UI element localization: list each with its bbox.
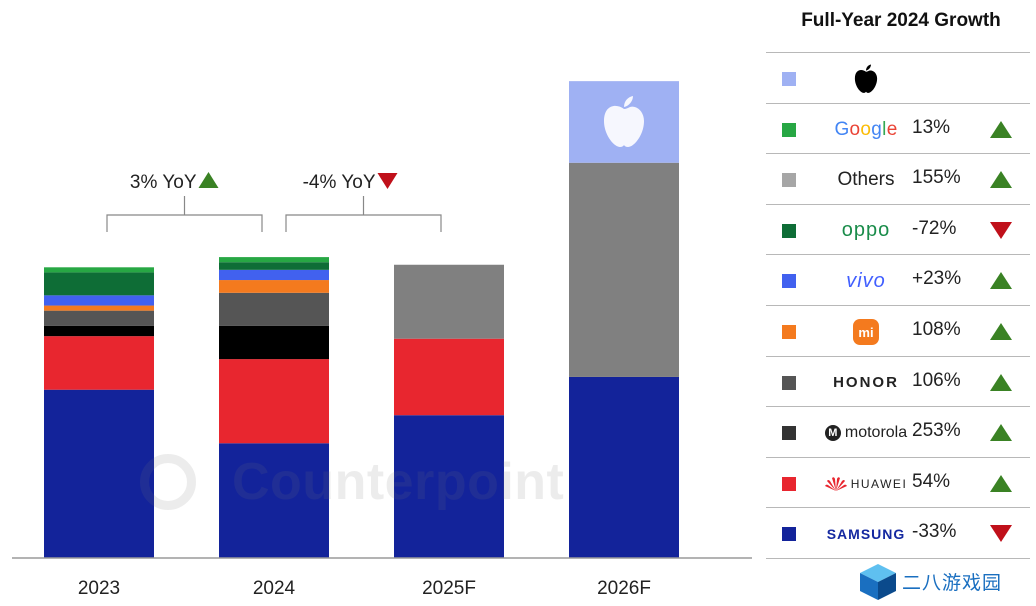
legend-swatch-vivo: [782, 274, 796, 289]
apple-logo-icon: [604, 95, 644, 147]
site-watermark: 二八游戏园: [858, 560, 1034, 604]
legend-growth-value-samsung: -33%: [912, 521, 957, 543]
yoy-label: 3% YoY: [130, 172, 197, 193]
bar-segment-others-2026f: [569, 162, 679, 377]
legend-swatch-honor: [782, 375, 796, 390]
legend-growth-value-motorola: 253%: [912, 420, 961, 442]
yoy-annotation-1: 3% YoY: [106, 172, 263, 232]
legend-growth-value-honor: 106%: [912, 369, 961, 391]
legend-brand-google: Google: [834, 118, 898, 140]
bar-segment-samsung-2026f: [569, 376, 679, 558]
up-arrow-icon: [990, 424, 1012, 442]
legend-growth-value-others: 155%: [912, 167, 961, 189]
bar-segment-others-2025f: [394, 264, 504, 339]
legend-brand-samsung: SAMSUNG: [826, 526, 906, 543]
legend-row-oppo: oppo -72%: [766, 203, 1030, 255]
legend-swatch-google: [782, 122, 796, 137]
legend-brand-others: Others: [837, 169, 895, 191]
legend-swatch-apple: [782, 72, 796, 86]
bar-segment-oppo-2023: [44, 272, 154, 296]
bar-segment-samsung-2023: [44, 389, 154, 558]
bar-segment-google-2023: [44, 267, 154, 273]
x-tick-label-2024: 2024: [253, 578, 296, 599]
legend-swatch-mi: [782, 325, 796, 339]
legend-growth-value-oppo: -72%: [912, 217, 957, 239]
bar-segment-vivo-2024: [219, 269, 329, 281]
legend-row-honor: HONOR 106%: [766, 355, 1030, 407]
up-arrow-icon: [990, 373, 1012, 391]
site-watermark-text: 二八游戏园: [902, 572, 1003, 594]
legend-brand-oppo: oppo: [841, 219, 891, 242]
legend-brand-mi: mi: [810, 318, 922, 346]
bar-segment-huawei-2025f: [394, 338, 504, 416]
apple-logo-icon: [854, 64, 878, 93]
legend-growth-value-vivo: +23%: [912, 268, 962, 290]
mi-logo-icon: mi: [853, 319, 879, 345]
up-arrow-icon: [990, 120, 1012, 138]
bar-segment-samsung-2025f: [394, 415, 504, 558]
motorola-logo-icon: M: [824, 425, 841, 442]
up-arrow-icon: [990, 272, 1012, 290]
legend-brand-huawei: HUAWEI: [810, 470, 922, 498]
legend-row-huawei: HUAWEI 54%: [766, 456, 1030, 508]
bar-segment-google-2024: [219, 257, 329, 263]
legend-swatch-motorola: [782, 426, 796, 441]
legend-growth-value-huawei: 54%: [912, 470, 951, 492]
x-tick-label-2025f: 2025F: [422, 578, 476, 599]
legend-row-google: Google 13%: [766, 102, 1030, 154]
up-arrow-icon: [990, 323, 1012, 340]
legend-row-mi: mi 108%: [766, 305, 1030, 356]
bar-segment-motorola-2024: [219, 325, 329, 360]
legend-row-apple: [766, 52, 1030, 103]
legend-brand-honor: HONOR: [833, 374, 899, 392]
down-arrow-icon: [377, 173, 398, 189]
yoy-label: -4% YoY: [303, 172, 376, 193]
legend-brand-vivo: vivo: [846, 269, 886, 292]
legend-swatch-huawei: [782, 476, 796, 491]
legend-swatch-others: [782, 173, 796, 188]
legend-row-samsung: SAMSUNG -33%: [766, 507, 1030, 558]
bar-segment-mi-2024: [219, 280, 329, 293]
bar-segment-vivo-2023: [44, 295, 154, 306]
up-arrow-icon: [198, 172, 219, 188]
bar-segment-motorola-2023: [44, 325, 154, 337]
bar-segment-samsung-2024: [219, 443, 329, 558]
down-arrow-icon: [990, 221, 1012, 239]
legend-bottom-border: [766, 558, 1030, 559]
stacked-bar-chart: 2023 2024 2025F 2026F 3% YoY -4% YoY: [12, 81, 752, 599]
legend-row-vivo: vivo +23%: [766, 254, 1030, 305]
legend-title: Full-Year 2024 Growth: [801, 10, 1001, 31]
legend-swatch-oppo: [782, 223, 796, 238]
legend-growth-value-google: 13%: [912, 116, 951, 138]
legend-growth-value-mi: 108%: [912, 319, 961, 340]
huawei-logo-icon: [824, 476, 847, 491]
bar-segment-huawei-2024: [219, 359, 329, 444]
yoy-annotation-2: -4% YoY: [285, 172, 442, 232]
cube-logo-icon: [860, 564, 896, 600]
up-arrow-icon: [990, 171, 1012, 189]
legend-row-others: Others 155%: [766, 153, 1030, 204]
bar-segment-oppo-2024: [219, 262, 329, 270]
down-arrow-icon: [990, 525, 1012, 543]
bar-segment-honor-2024: [219, 292, 329, 326]
up-arrow-icon: [990, 474, 1012, 492]
legend-brand-apple: [810, 64, 922, 93]
x-tick-label-2026f: 2026F: [597, 578, 651, 599]
bar-segment-honor-2023: [44, 310, 154, 326]
bar-segment-mi-2023: [44, 305, 154, 311]
legend-swatch-samsung: [782, 527, 796, 542]
bar-segment-huawei-2023: [44, 336, 154, 390]
x-tick-label-2023: 2023: [78, 578, 120, 599]
growth-legend: Full-Year 2024 Growth Google 13% Others 155…: [766, 0, 1030, 560]
